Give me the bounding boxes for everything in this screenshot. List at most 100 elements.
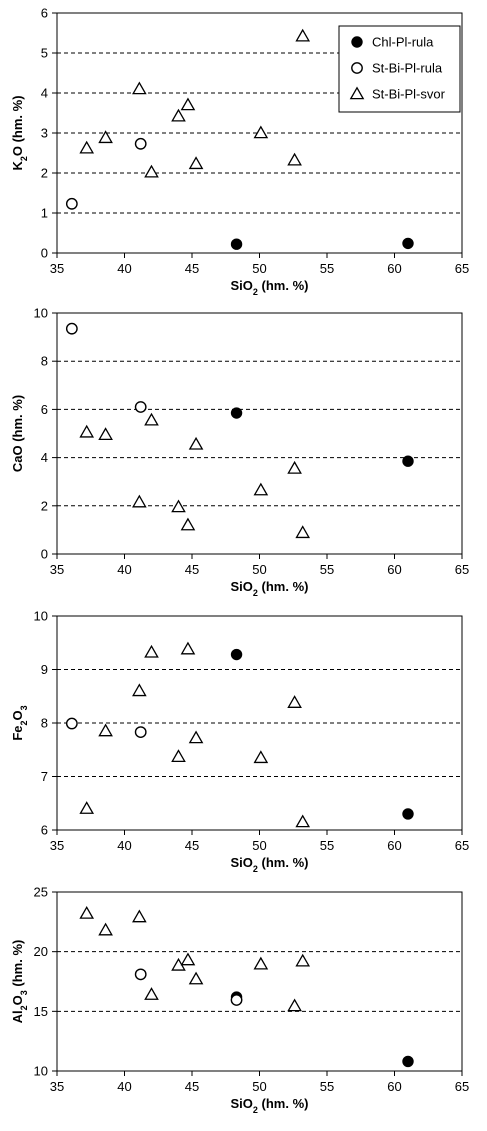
legend-marker bbox=[351, 62, 363, 74]
x-tick-label: 65 bbox=[455, 838, 469, 853]
data-point bbox=[287, 460, 302, 474]
x-tick-label: 55 bbox=[320, 1079, 334, 1094]
data-point bbox=[134, 137, 147, 150]
y-tick-label: 8 bbox=[41, 716, 48, 731]
data-point bbox=[230, 407, 243, 419]
data-point bbox=[287, 152, 302, 166]
x-tick-label: 50 bbox=[252, 562, 266, 577]
data-point bbox=[402, 237, 414, 250]
data-point bbox=[287, 695, 302, 708]
data-point bbox=[180, 517, 196, 531]
data-point bbox=[79, 905, 95, 919]
x-axis-label: SiO2 (hm. %) bbox=[231, 1096, 309, 1115]
data-point bbox=[295, 28, 311, 42]
plot-frame bbox=[56, 312, 463, 555]
data-point bbox=[188, 971, 204, 985]
series-2 bbox=[65, 322, 147, 413]
x-tick-label: 45 bbox=[185, 261, 199, 276]
data-point bbox=[171, 108, 186, 122]
data-point bbox=[230, 238, 243, 250]
y-tick-label: 10 bbox=[34, 306, 48, 321]
data-point bbox=[253, 482, 269, 496]
data-point bbox=[253, 956, 269, 970]
y-tick-label: 6 bbox=[41, 402, 48, 417]
legend: Chl-Pl-rula St-Bi-Pl-rula St-Bi-Pl-svor bbox=[338, 25, 461, 113]
x-tick-label: 65 bbox=[455, 261, 469, 276]
data-point bbox=[98, 427, 113, 441]
y-tick-label: 9 bbox=[41, 662, 48, 677]
data-point bbox=[402, 455, 414, 467]
data-point bbox=[65, 717, 78, 730]
y-tick-label: 2 bbox=[41, 166, 48, 181]
series-3 bbox=[79, 641, 311, 828]
series-3 bbox=[79, 28, 311, 178]
data-point bbox=[402, 1055, 414, 1068]
y-tick-label: 0 bbox=[41, 246, 48, 261]
chart-panel-4: 10 15 20 25 35 40 45 50 55 60 65 SiO2 (hm. %) Al2O3 … bbox=[10, 885, 469, 1116]
series-1 bbox=[230, 991, 414, 1068]
y-tick-label: 0 bbox=[41, 547, 48, 562]
series-3 bbox=[79, 412, 311, 539]
y-tick-label: 10 bbox=[34, 609, 48, 624]
legend-label: Chl-Pl-rula bbox=[372, 35, 434, 50]
x-tick-label: 55 bbox=[320, 838, 334, 853]
x-tick-label: 35 bbox=[50, 261, 64, 276]
x-tick-label: 55 bbox=[320, 562, 334, 577]
series-2 bbox=[65, 137, 147, 210]
plot-frame bbox=[56, 891, 463, 1072]
data-point bbox=[132, 81, 147, 95]
x-tick-label: 45 bbox=[185, 1079, 199, 1094]
data-point bbox=[295, 525, 311, 539]
x-tick-label: 35 bbox=[50, 838, 64, 853]
y-tick-label: 1 bbox=[41, 206, 48, 221]
y-tick-label: 2 bbox=[41, 498, 48, 513]
data-point bbox=[65, 197, 78, 210]
x-tick-label: 40 bbox=[117, 562, 131, 577]
x-tick-label: 60 bbox=[387, 1079, 401, 1094]
legend-label: St-Bi-Pl-rula bbox=[372, 61, 443, 76]
x-tick-label: 45 bbox=[185, 838, 199, 853]
data-point bbox=[134, 401, 147, 413]
x-tick-label: 40 bbox=[117, 261, 131, 276]
x-axis-label: SiO2 (hm. %) bbox=[231, 855, 309, 874]
chart-panel-2: 0 2 4 6 8 10 35 40 45 50 55 60 65 SiO2 (hm. %) CaO (hm… bbox=[10, 306, 469, 599]
series-1 bbox=[230, 648, 414, 820]
y-tick-label: 25 bbox=[34, 885, 48, 900]
legend-marker bbox=[351, 36, 363, 48]
y-axis-label: Al2O3 (hm. %) bbox=[10, 940, 29, 1024]
data-point bbox=[171, 749, 186, 763]
data-point bbox=[98, 723, 113, 737]
data-point bbox=[287, 998, 302, 1012]
data-point bbox=[402, 808, 414, 820]
data-point bbox=[295, 814, 311, 828]
x-tick-label: 60 bbox=[387, 562, 401, 577]
x-tick-label: 65 bbox=[455, 1079, 469, 1094]
series-1 bbox=[230, 237, 414, 250]
data-point bbox=[134, 968, 147, 981]
y-axis-label: Fe2O3 bbox=[10, 705, 29, 740]
series-2 bbox=[65, 717, 147, 738]
data-point bbox=[295, 953, 311, 967]
x-tick-label: 65 bbox=[455, 562, 469, 577]
y-tick-label: 4 bbox=[41, 450, 48, 465]
data-point bbox=[132, 683, 147, 697]
data-point bbox=[180, 952, 196, 966]
series-2 bbox=[134, 968, 243, 1006]
data-point bbox=[132, 909, 147, 923]
x-tick-label: 40 bbox=[117, 838, 131, 853]
data-point bbox=[253, 125, 269, 139]
data-point bbox=[79, 140, 95, 154]
data-point bbox=[144, 987, 159, 1000]
data-point bbox=[188, 156, 204, 170]
legend-label: St-Bi-Pl-svor bbox=[372, 87, 446, 102]
x-axis-label: SiO2 (hm. %) bbox=[231, 278, 309, 297]
data-point bbox=[98, 130, 113, 144]
x-tick-label: 50 bbox=[252, 1079, 266, 1094]
data-point bbox=[253, 750, 269, 764]
y-tick-label: 6 bbox=[41, 6, 48, 21]
x-tick-label: 40 bbox=[117, 1079, 131, 1094]
data-point bbox=[144, 164, 159, 178]
x-tick-label: 45 bbox=[185, 562, 199, 577]
